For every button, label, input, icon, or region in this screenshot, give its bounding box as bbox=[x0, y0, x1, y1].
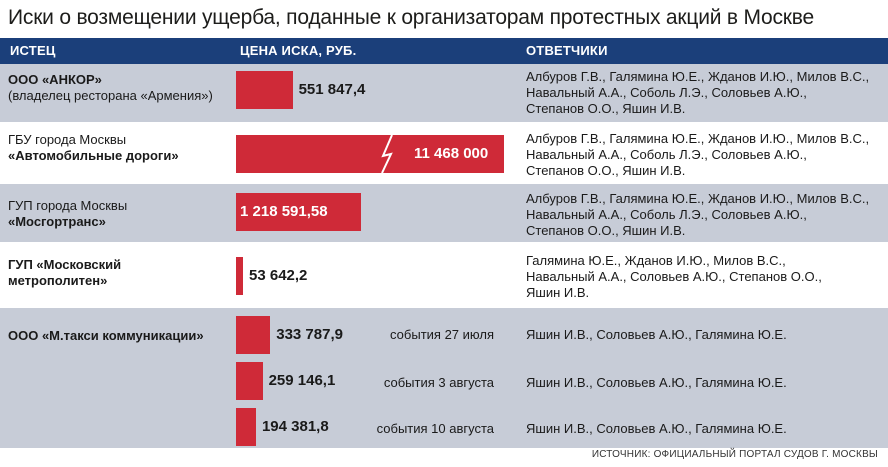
bar-value-label: 53 642,2 bbox=[249, 267, 308, 284]
plaintiff-name: ГУП «Московский bbox=[8, 257, 122, 272]
plaintiff-cell: ООО «М.такси коммуникации» bbox=[8, 328, 228, 344]
header-plaintiff: ИСТЕЦ bbox=[10, 43, 56, 58]
defendants-line: Навальный А.А., Соболь Л.Э., Соловьев А.… bbox=[526, 147, 807, 162]
table-row: ГУП города Москвы «Мосгортранс» Албуров … bbox=[0, 184, 888, 242]
defendants-cell: Албуров Г.В., Галямина Ю.Е., Жданов И.Ю.… bbox=[526, 131, 870, 179]
bar bbox=[236, 316, 271, 354]
defendants-cell: Яшин И.В., Соловьев А.Ю., Галямина Ю.Е. bbox=[526, 421, 787, 436]
plaintiff-cell: ООО «АНКОР» (владелец ресторана «Армения… bbox=[8, 72, 228, 104]
event-label: события 10 августа bbox=[376, 421, 494, 436]
table-row: ООО «М.такси коммуникации» события 27 ию… bbox=[0, 308, 888, 448]
table-row: ООО «АНКОР» (владелец ресторана «Армения… bbox=[0, 64, 888, 122]
table-row: ГБУ города Москвы «Автомобильные дороги»… bbox=[0, 122, 888, 184]
bar bbox=[236, 408, 256, 446]
bar bbox=[236, 193, 361, 231]
plaintiff-desc: «Автомобильные дороги» bbox=[8, 148, 179, 163]
defendants-cell: Яшин И.В., Соловьев А.Ю., Галямина Ю.Е. bbox=[526, 375, 787, 390]
defendants-line: Навальный А.А., Соболь Л.Э., Соловьев А.… bbox=[526, 85, 807, 100]
defendants-line: Яшин И.В. bbox=[526, 285, 590, 300]
defendants-line: Степанов О.О., Яшин И.В. bbox=[526, 223, 686, 238]
event-label: события 3 августа bbox=[383, 375, 494, 390]
plaintiff-desc: (владелец ресторана «Армения») bbox=[8, 88, 213, 103]
bar-value-label: 259 146,1 bbox=[268, 372, 336, 389]
defendants-line: Навальный А.А., Соболь Л.Э., Соловьев А.… bbox=[526, 207, 807, 222]
bar-value-label: 333 787,9 bbox=[276, 326, 343, 343]
defendants-line: Галямина Ю.Е., Жданов И.Ю., Милов В.С., bbox=[526, 253, 786, 268]
bar bbox=[236, 71, 293, 109]
defendants-line: Степанов О.О., Яшин И.В. bbox=[526, 163, 686, 178]
plaintiff-desc: «Мосгортранс» bbox=[8, 214, 106, 229]
defendants-line: Албуров Г.В., Галямина Ю.Е., Жданов И.Ю.… bbox=[526, 131, 870, 146]
plaintiff-name: ООО «М.такси коммуникации» bbox=[8, 328, 204, 343]
plaintiff-cell: ГБУ города Москвы «Автомобильные дороги» bbox=[8, 132, 228, 164]
chart-title: Иски о возмещении ущерба, поданные к орг… bbox=[8, 6, 814, 29]
bar bbox=[236, 135, 504, 173]
plaintiff-cell: ГУП города Москвы «Мосгортранс» bbox=[8, 198, 228, 230]
bar bbox=[236, 257, 243, 295]
bar bbox=[236, 362, 263, 400]
defendants-line: Навальный А.А., Соловьев А.Ю., Степанов … bbox=[526, 269, 822, 284]
plaintiff-cell: ГУП «Московский метрополитен» bbox=[8, 257, 228, 289]
defendants-cell: Галямина Ю.Е., Жданов И.Ю., Милов В.С., … bbox=[526, 253, 856, 301]
header-defendants: ОТВЕТЧИКИ bbox=[526, 43, 608, 58]
defendants-cell: Албуров Г.В., Галямина Ю.Е., Жданов И.Ю.… bbox=[526, 191, 870, 239]
defendants-line: Албуров Г.В., Галямина Ю.Е., Жданов И.Ю.… bbox=[526, 69, 870, 84]
plaintiff-name: ГБУ города Москвы bbox=[8, 132, 127, 147]
defendants-line: Албуров Г.В., Галямина Ю.Е., Жданов И.Ю.… bbox=[526, 191, 870, 206]
plaintiff-name: ГУП города Москвы bbox=[8, 198, 128, 213]
bar-value-label: 1 218 591,58 bbox=[240, 203, 328, 220]
defendants-cell: Яшин И.В., Соловьев А.Ю., Галямина Ю.Е. bbox=[526, 327, 787, 342]
table-header: ИСТЕЦ ЦЕНА ИСКА, РУБ. ОТВЕТЧИКИ bbox=[0, 38, 888, 64]
plaintiff-name: ООО «АНКОР» bbox=[8, 72, 102, 87]
event-label: события 27 июля bbox=[390, 327, 494, 342]
plaintiff-desc: метрополитен» bbox=[8, 273, 108, 288]
bar-value-label: 194 381,8 bbox=[261, 418, 329, 435]
defendants-line: Степанов О.О., Яшин И.В. bbox=[526, 101, 686, 116]
bar-value-label: 11 468 000 bbox=[414, 145, 489, 162]
bar-value-label: 551 847,4 bbox=[298, 81, 366, 98]
axis-break-icon bbox=[381, 135, 393, 173]
table-row: ГУП «Московский метрополитен» Галямина Ю… bbox=[0, 242, 888, 308]
defendants-cell: Албуров Г.В., Галямина Ю.Е., Жданов И.Ю.… bbox=[526, 69, 870, 117]
header-price: ЦЕНА ИСКА, РУБ. bbox=[240, 43, 357, 58]
source-note: ИСТОЧНИК: ОФИЦИАЛЬНЫЙ ПОРТАЛ СУДОВ Г. МО… bbox=[591, 449, 878, 460]
